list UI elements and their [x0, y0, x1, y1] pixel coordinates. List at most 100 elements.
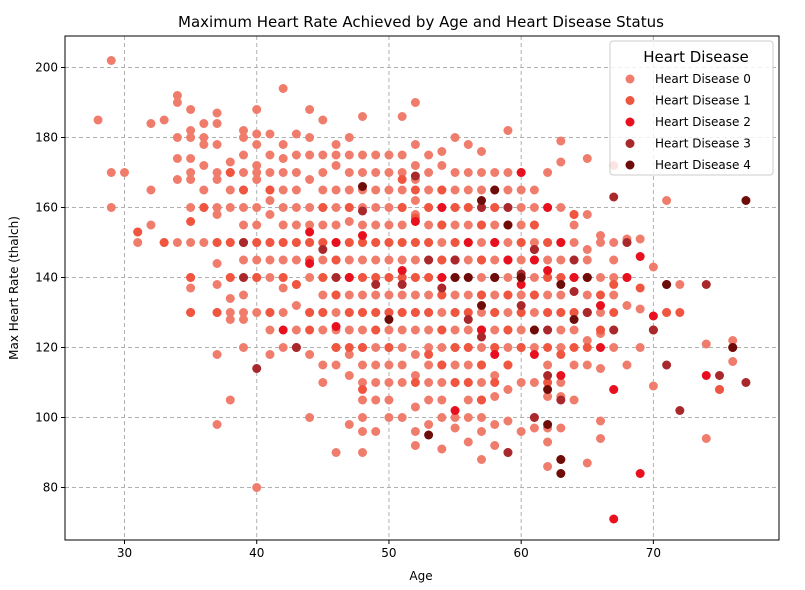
data-point	[318, 308, 328, 317]
data-point	[410, 441, 420, 450]
data-point	[543, 343, 553, 352]
data-point	[424, 395, 434, 405]
data-point	[371, 280, 381, 289]
data-point	[305, 350, 315, 359]
data-point	[397, 308, 407, 317]
data-point	[609, 290, 619, 300]
data-point	[212, 350, 222, 359]
data-point	[252, 255, 262, 265]
data-point	[529, 350, 539, 359]
data-point	[556, 136, 566, 146]
data-point	[529, 325, 539, 335]
data-point	[371, 308, 381, 317]
data-point	[463, 290, 473, 300]
x-tick-label: 50	[381, 546, 396, 560]
data-point	[212, 420, 222, 429]
data-point	[212, 175, 222, 184]
data-point	[305, 133, 315, 142]
data-point	[516, 238, 526, 247]
data-point	[529, 185, 539, 195]
data-point	[701, 339, 711, 349]
data-point	[199, 119, 209, 128]
data-point	[622, 301, 632, 310]
data-point	[331, 322, 341, 331]
data-point	[543, 290, 553, 300]
data-point	[358, 343, 367, 352]
data-point	[239, 126, 248, 135]
data-point	[543, 420, 553, 429]
data-point	[516, 308, 526, 317]
data-point	[186, 133, 196, 142]
data-point	[371, 168, 381, 177]
data-point	[239, 150, 248, 160]
data-point	[371, 220, 381, 230]
data-point	[516, 343, 526, 352]
plot-area-frame	[64, 35, 780, 541]
data-point	[437, 161, 447, 170]
data-point	[569, 255, 579, 265]
data-point	[358, 448, 367, 457]
data-point	[582, 343, 592, 352]
data-point	[384, 203, 394, 212]
data-point	[278, 168, 288, 177]
data-point	[384, 290, 394, 300]
data-point	[450, 133, 460, 142]
data-point	[543, 378, 553, 387]
data-point	[556, 325, 566, 335]
data-point	[463, 360, 473, 370]
data-point	[199, 203, 209, 212]
data-point	[582, 336, 592, 345]
data-point	[516, 427, 526, 436]
data-point	[503, 290, 513, 300]
data-point	[596, 301, 605, 310]
data-point	[291, 185, 301, 195]
data-point	[410, 273, 420, 282]
data-point	[424, 150, 434, 160]
data-point	[437, 360, 447, 370]
data-point	[490, 203, 500, 212]
data-point	[397, 290, 407, 300]
data-point	[265, 196, 275, 205]
data-point	[291, 220, 301, 230]
data-point	[609, 385, 619, 394]
data-point	[331, 273, 341, 282]
data-point	[225, 168, 235, 177]
data-point	[477, 290, 486, 300]
data-point	[278, 220, 288, 230]
data-point	[291, 150, 301, 160]
data-point	[450, 406, 460, 415]
data-point	[424, 238, 434, 247]
data-point	[543, 385, 553, 394]
data-point	[543, 203, 553, 212]
data-point	[503, 238, 513, 247]
data-point	[503, 255, 513, 265]
legend-marker	[625, 139, 635, 148]
data-point	[609, 273, 619, 282]
data-point	[291, 129, 301, 139]
data-point	[503, 185, 513, 195]
data-point	[106, 168, 116, 177]
data-point	[503, 360, 513, 370]
data-point	[529, 423, 539, 433]
legend-label: Heart Disease 0	[655, 72, 751, 86]
data-point	[490, 290, 500, 300]
data-point	[358, 385, 367, 394]
data-point	[516, 203, 526, 212]
data-point	[358, 360, 367, 370]
data-point	[596, 325, 605, 335]
data-point	[410, 290, 420, 300]
data-point	[477, 332, 486, 342]
data-point	[503, 416, 513, 426]
data-point	[225, 203, 235, 212]
data-point	[344, 343, 354, 352]
data-point	[252, 220, 262, 230]
legend-item-heart-disease-0: Heart Disease 0	[625, 72, 751, 86]
x-tick-label: 30	[117, 546, 132, 560]
data-point	[212, 259, 222, 268]
data-point	[529, 238, 539, 247]
data-point	[503, 343, 513, 352]
data-point	[556, 157, 566, 167]
data-point	[371, 238, 381, 247]
data-point	[609, 343, 619, 352]
data-point	[450, 185, 460, 195]
